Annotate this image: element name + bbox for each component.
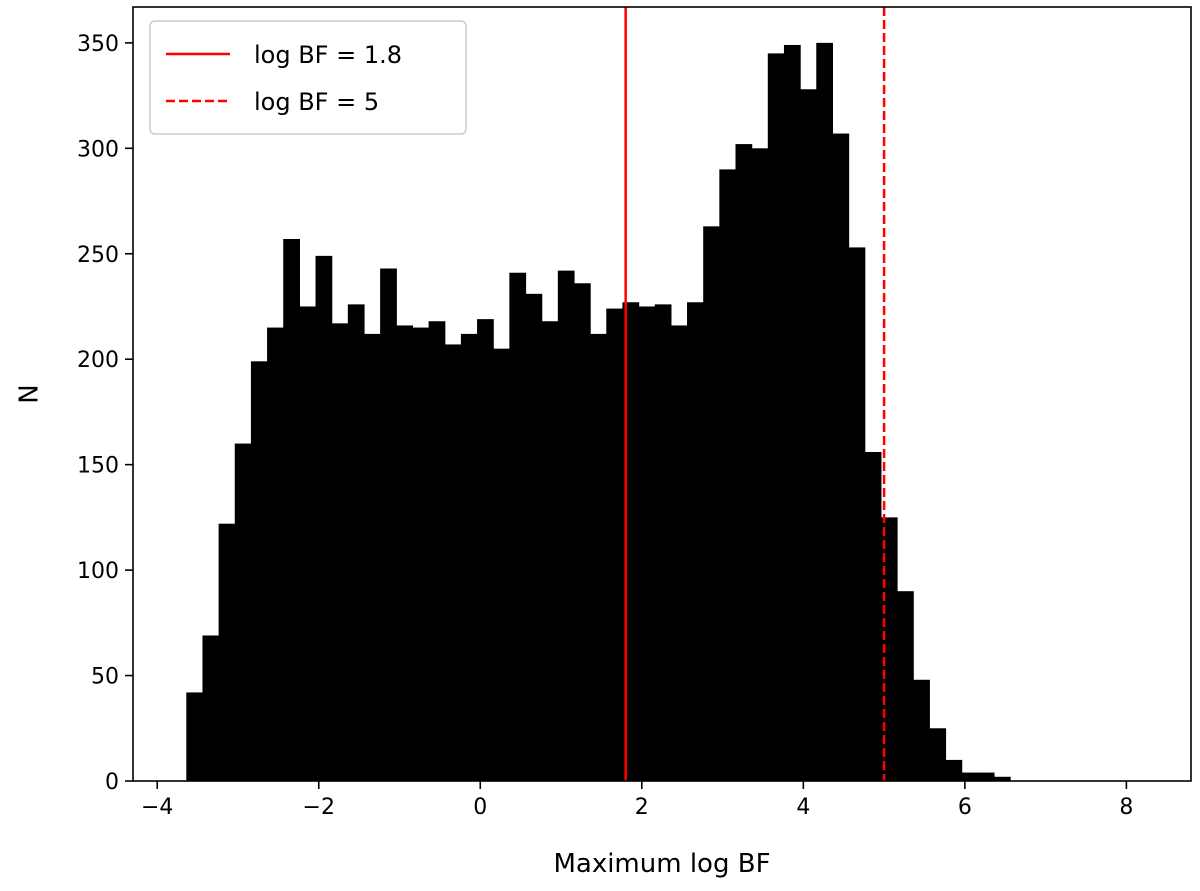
histogram-bar [929, 728, 947, 781]
histogram-bar [864, 451, 882, 781]
histogram-bar [218, 523, 236, 781]
x-tick-label: 0 [473, 795, 487, 820]
histogram-bar [493, 348, 510, 781]
histogram-bar [816, 42, 834, 782]
histogram-bar [783, 44, 801, 781]
histogram-bar [767, 53, 785, 781]
histogram-bar [525, 293, 543, 781]
x-tick-label: −2 [303, 795, 335, 820]
histogram-bar [460, 333, 478, 781]
legend: log BF = 1.8 log BF = 5 [149, 20, 467, 135]
histogram-bar [897, 591, 914, 781]
x-tick-label: 4 [796, 795, 810, 820]
histogram-bar [477, 319, 494, 781]
histogram-bar [654, 304, 672, 781]
histogram-bar [186, 692, 204, 781]
histogram-bar [363, 333, 381, 781]
histogram-bar [331, 323, 349, 781]
y-axis-ticks: 0 50 100 150 200 250 300 350 [77, 32, 133, 795]
y-tick-label: 350 [77, 32, 119, 57]
histogram-bar [283, 238, 300, 781]
histogram-bar [832, 133, 850, 782]
histogram-bar [234, 443, 252, 781]
histogram-bar [444, 344, 462, 781]
histogram-bar [913, 679, 930, 781]
threshold-lines [624, 7, 886, 781]
histogram-bar [541, 321, 559, 781]
histogram-bar [719, 169, 737, 782]
y-tick-label: 250 [77, 243, 119, 268]
histogram-bar [557, 270, 575, 781]
histogram-bar [945, 759, 963, 781]
plot-frame [132, 6, 1192, 782]
x-tick-label: 8 [1119, 795, 1133, 820]
y-tick-label: 200 [77, 348, 119, 373]
legend-label: log BF = 1.8 [254, 41, 402, 69]
histogram-bars [186, 42, 1011, 782]
histogram-bar [703, 226, 720, 781]
histogram-bar [735, 144, 753, 781]
y-tick-label: 50 [91, 665, 119, 690]
histogram-bar [347, 304, 365, 781]
x-axis-label: Maximum log BF [553, 849, 770, 879]
histogram-bar [380, 268, 397, 781]
histogram-bar [800, 89, 817, 782]
histogram-bar [751, 148, 769, 781]
histogram-bar [670, 325, 688, 781]
histogram-bar [299, 306, 317, 781]
histogram-bar [590, 333, 607, 781]
histogram-bar [396, 325, 414, 781]
x-tick-label: −4 [141, 795, 173, 820]
histogram-bar [606, 308, 624, 781]
histogram-bar [267, 327, 284, 781]
histogram-bar [573, 283, 591, 781]
histogram-bar [412, 327, 430, 781]
histogram-bar [993, 776, 1011, 781]
y-tick-label: 0 [105, 770, 119, 795]
legend-box [149, 20, 467, 135]
x-axis-ticks: −4 −2 0 2 4 6 8 [141, 781, 1133, 820]
histogram-bar [961, 772, 979, 781]
histogram-bar [687, 302, 704, 781]
histogram-bar [428, 321, 446, 781]
y-tick-label: 300 [77, 137, 119, 162]
histogram-bar [509, 272, 527, 781]
x-tick-label: 6 [958, 795, 972, 820]
y-axis-label: N [15, 384, 45, 403]
x-tick-label: 2 [635, 795, 649, 820]
histogram-bar [315, 255, 333, 782]
y-tick-label: 100 [77, 559, 119, 584]
histogram-bar [202, 635, 220, 781]
histogram-bar [250, 361, 268, 781]
histogram-bar [977, 772, 995, 781]
histogram-bar [638, 306, 656, 781]
histogram-bar [848, 247, 866, 782]
y-tick-label: 150 [77, 454, 119, 479]
legend-label: log BF = 5 [254, 88, 379, 116]
